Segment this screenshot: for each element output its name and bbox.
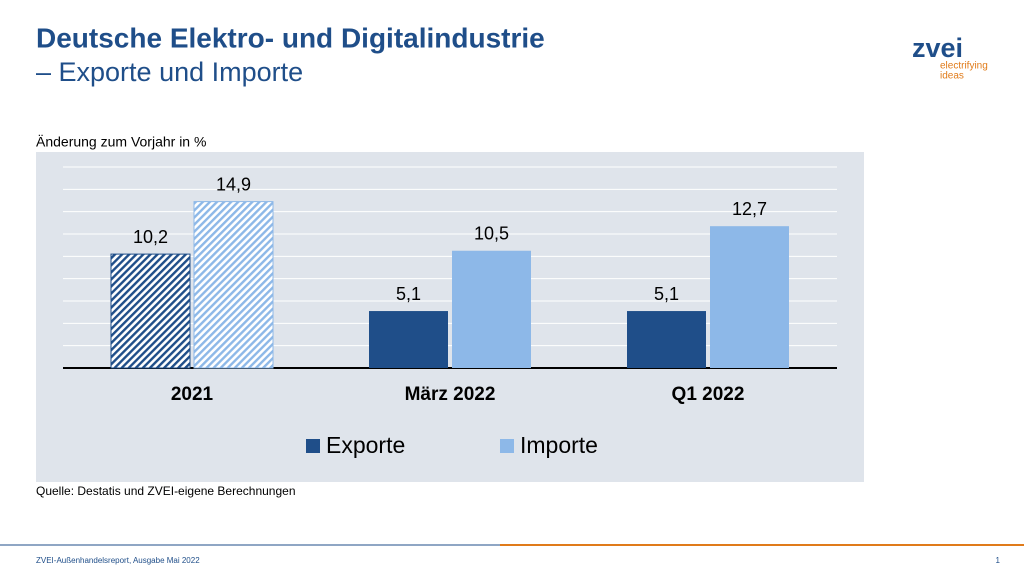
subtitle: – Exporte und Importe xyxy=(36,57,303,87)
value-label: 10,5 xyxy=(474,224,509,244)
logo: zvei xyxy=(912,33,963,63)
logo-tagline: ideas xyxy=(940,71,964,82)
page-number: 1 xyxy=(996,556,1001,565)
footer-text: ZVEI-Außenhandelsreport, Ausgabe Mai 202… xyxy=(36,556,200,565)
axis-label: Änderung zum Vorjahr in % xyxy=(36,134,206,150)
x-tick-label: 2021 xyxy=(171,384,214,405)
value-label: 5,1 xyxy=(654,284,679,304)
value-label: 12,7 xyxy=(732,199,767,219)
x-tick-label: März 2022 xyxy=(405,384,496,405)
bar xyxy=(452,250,531,368)
source: Quelle: Destatis und ZVEI-eigene Berechn… xyxy=(36,484,296,498)
bar xyxy=(710,226,789,368)
value-label: 10,2 xyxy=(133,227,168,247)
value-label: 5,1 xyxy=(396,284,421,304)
bar xyxy=(627,311,706,368)
title: Deutsche Elektro- und Digitalindustrie xyxy=(36,22,545,53)
logo-tagline: electrifying xyxy=(940,61,988,72)
bar xyxy=(110,253,191,369)
x-tick-label: Q1 2022 xyxy=(672,384,745,405)
bar xyxy=(193,201,274,369)
legend-swatch xyxy=(500,439,514,453)
value-label: 14,9 xyxy=(216,174,251,194)
legend-swatch xyxy=(306,439,320,453)
legend-label: Exporte xyxy=(326,432,405,458)
legend-label: Importe xyxy=(520,432,598,458)
bar xyxy=(369,311,448,368)
